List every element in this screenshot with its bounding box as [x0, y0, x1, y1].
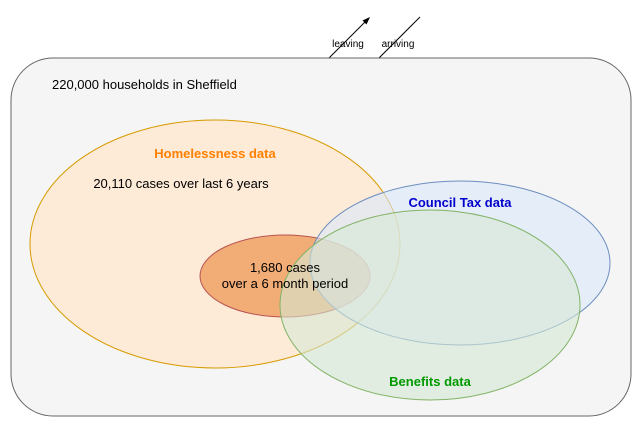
benefits-title: Benefits data	[389, 374, 471, 389]
households-label: 220,000 households in Sheffield	[52, 77, 237, 92]
leaving-label: leaving	[332, 39, 364, 50]
subset-line-2: over a 6 month period	[222, 276, 348, 291]
arriving-label: arriving	[382, 39, 415, 50]
leaving-arrowhead	[362, 17, 370, 25]
benefits-ellipse	[279, 209, 581, 401]
homelessness-subtitle: 20,110 cases over last 6 years	[93, 176, 269, 191]
council-tax-title: Council Tax data	[408, 195, 512, 210]
homelessness-title: Homelessness data	[154, 146, 276, 161]
arriving-arrow	[373, 16, 421, 64]
subset-line-1: 1,680 cases	[250, 260, 321, 275]
